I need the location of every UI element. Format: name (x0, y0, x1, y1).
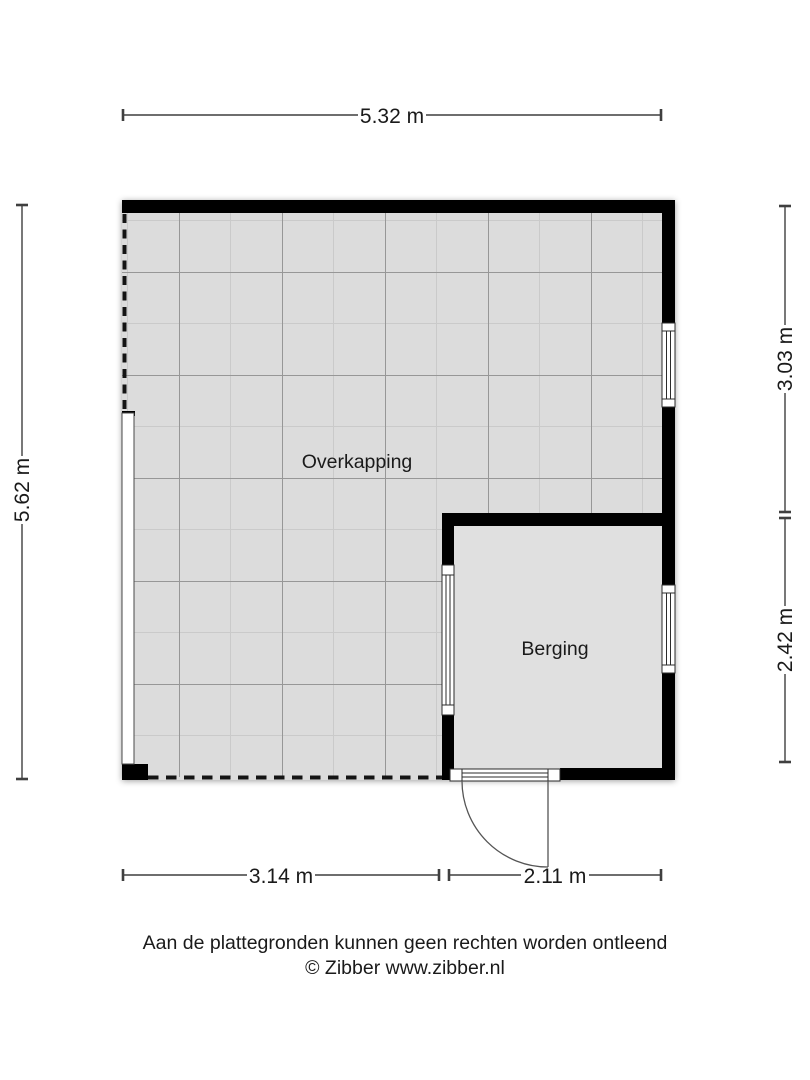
berging-floor (454, 526, 662, 768)
door (449, 768, 561, 868)
wall-berging-left-upper (442, 513, 454, 565)
labels: 5.32 m 5.62 m 3.03 m 2.42 m 3.14 m 2.11 … (11, 105, 797, 979)
window-berging-left (441, 564, 455, 716)
dimension-label-right-bottom: 2.42 m (774, 608, 797, 672)
room-label-berging: Berging (521, 638, 588, 660)
wall-berging-top (442, 513, 675, 526)
wall-right-upper (662, 200, 675, 323)
openings (121, 322, 676, 765)
dimension-lines (16, 109, 791, 881)
window-right-top (661, 322, 676, 408)
footer-disclaimer: Aan de plattegronden kunnen geen rechten… (143, 932, 668, 954)
dimension-label-bottom-left: 3.14 m (249, 865, 313, 888)
wall-corner-post (122, 764, 148, 780)
dimension-label-left: 5.62 m (11, 458, 34, 522)
wall-berging-bottom (560, 768, 675, 780)
door-swing-arc (461, 780, 549, 868)
wall-top (122, 200, 675, 213)
overkapping-floor (122, 213, 662, 777)
wall-right-middle (662, 407, 675, 585)
dimension-label-bottom-right: 2.11 m (524, 865, 587, 888)
dimension-label-right-top: 3.03 m (774, 327, 797, 391)
footer-credit: © Zibber www.zibber.nl (305, 957, 505, 979)
dimension-label-top: 5.32 m (360, 105, 424, 128)
walls (122, 200, 675, 780)
door-threshold (449, 768, 561, 782)
open-edges (122, 214, 442, 780)
room-label-overkapping: Overkapping (302, 451, 413, 473)
left-post-symbol (121, 412, 135, 765)
wall-right-lower (662, 673, 675, 780)
window-right-bottom (661, 584, 676, 674)
wall-berging-left-lower (442, 715, 454, 780)
